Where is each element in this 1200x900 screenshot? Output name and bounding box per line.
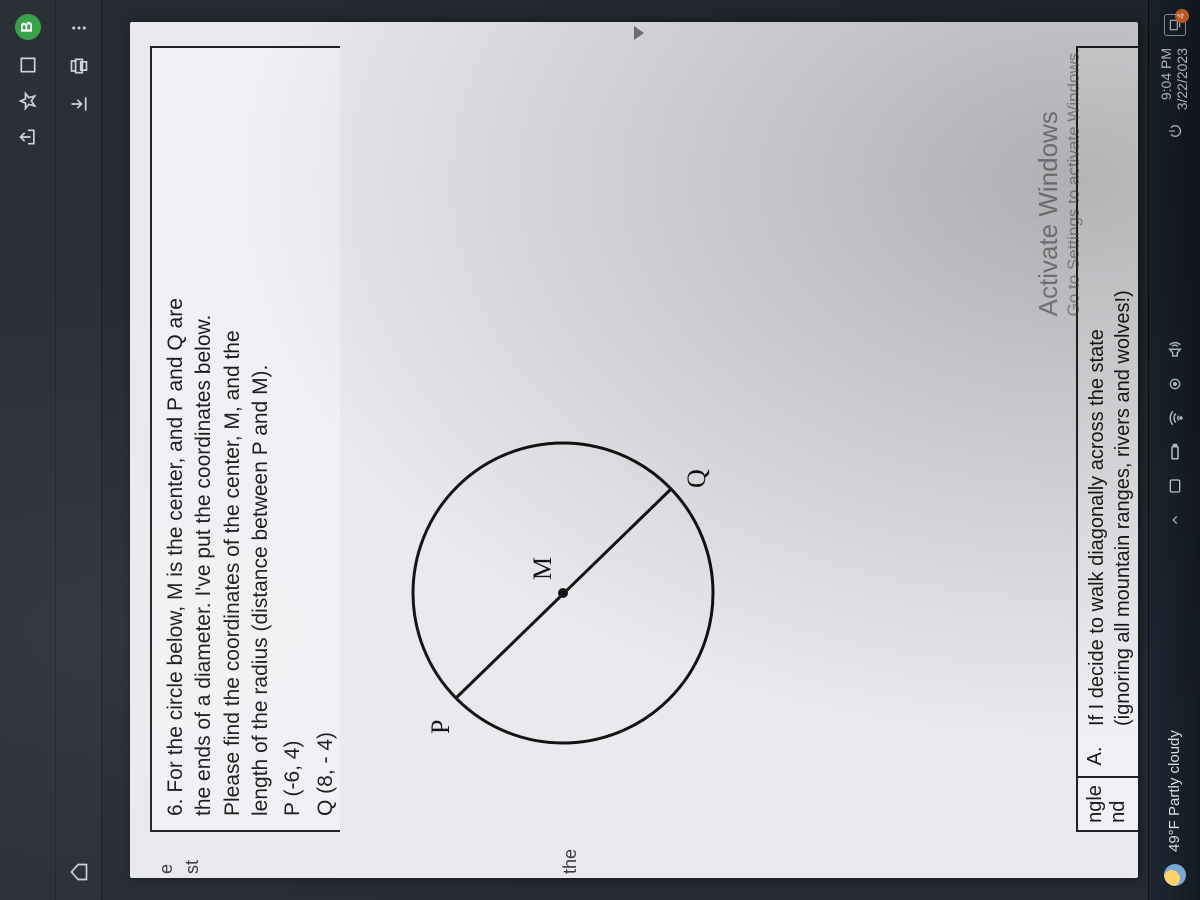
point-label-m: M — [528, 557, 558, 580]
download-icon[interactable] — [69, 94, 89, 114]
print-icon[interactable] — [69, 56, 89, 76]
kebab-menu-icon[interactable] — [69, 18, 89, 38]
scroll-down-arrow-icon[interactable] — [634, 26, 644, 40]
answer-letter: A. — [1078, 736, 1138, 776]
notifications-icon[interactable]: 4 — [1164, 14, 1186, 36]
circle-svg — [398, 428, 728, 758]
clock-date: 3/22/2023 — [1175, 48, 1190, 110]
share-icon[interactable] — [17, 126, 39, 148]
sliver-text: the — [560, 849, 581, 874]
document-page: e st the 6. For the circle below, M is t… — [130, 22, 1138, 878]
star-icon[interactable] — [17, 90, 39, 112]
clock-time: 9:04 PM — [1159, 48, 1174, 110]
tablet-mode-icon[interactable] — [1166, 477, 1184, 495]
circle-diagram: P M Q — [398, 428, 728, 758]
browser-sub-bar — [56, 0, 102, 900]
problem-number: 6. — [164, 798, 187, 816]
left-column-sliver: e st the — [130, 844, 1138, 878]
taskbar-center — [1166, 140, 1184, 730]
coord-p: P (-6, 4) — [279, 62, 307, 816]
chevron-up-icon[interactable] — [1166, 511, 1184, 529]
problem-line: the ends of a diameter. I've put the coo… — [190, 62, 218, 816]
problem-line: For the circle below, M is the center, a… — [164, 298, 187, 793]
weather-text[interactable]: 49°F Partly cloudy — [1166, 730, 1183, 852]
taskbar-clock[interactable]: 9:04 PM 3/22/2023 — [1159, 48, 1190, 110]
bottom-right-cell: If I decide to walk diagonally across th… — [1078, 48, 1138, 736]
bottom-left-cell: ngle nd — [1078, 776, 1138, 830]
battery-icon[interactable] — [1166, 443, 1184, 461]
problem-text: 6. For the circle below, M is the center… — [162, 62, 190, 816]
taskbar: 49°F Partly cloudy — [1148, 0, 1200, 900]
extension-badge[interactable]: B — [15, 14, 41, 40]
wifi-icon[interactable] — [1166, 409, 1184, 427]
volume-icon[interactable] — [1166, 341, 1184, 359]
taskbar-right: 9:04 PM 3/22/2023 4 — [1159, 14, 1190, 140]
sliver-text: st — [182, 860, 203, 874]
checkbox-icon[interactable] — [17, 54, 39, 76]
browser-top-bar: B — [0, 0, 56, 900]
weather-icon[interactable] — [1164, 864, 1186, 886]
home-icon[interactable] — [69, 862, 89, 882]
sliver-text: nd — [1107, 785, 1130, 823]
location-icon[interactable] — [1166, 375, 1184, 393]
watermark-title: Activate Windows — [1033, 48, 1064, 316]
sliver-text: ngle — [1084, 785, 1107, 823]
point-label-p: P — [426, 720, 456, 734]
extension-badge-letter: B — [19, 21, 37, 33]
coord-q: Q (8, - 4) — [312, 62, 340, 816]
document-viewport: e st the 6. For the circle below, M is t… — [102, 0, 1148, 900]
bottom-line2: (ignoring all mountain ranges, rivers an… — [1110, 58, 1136, 726]
power-icon[interactable] — [1166, 122, 1184, 140]
bottom-table-row: ngle nd A. If I decide to walk diagonall… — [1076, 46, 1138, 832]
sliver-text: e — [156, 864, 177, 874]
bottom-line1: If I decide to walk diagonally across th… — [1084, 58, 1110, 726]
taskbar-left: 49°F Partly cloudy — [1164, 730, 1186, 886]
notification-count: 4 — [1175, 9, 1189, 23]
problem-line: length of the radius (distance between P… — [247, 62, 275, 816]
problem-line: Please find the coordinates of the cente… — [219, 62, 247, 816]
point-label-q: Q — [682, 469, 712, 488]
problem-cell: 6. For the circle below, M is the center… — [150, 46, 340, 832]
